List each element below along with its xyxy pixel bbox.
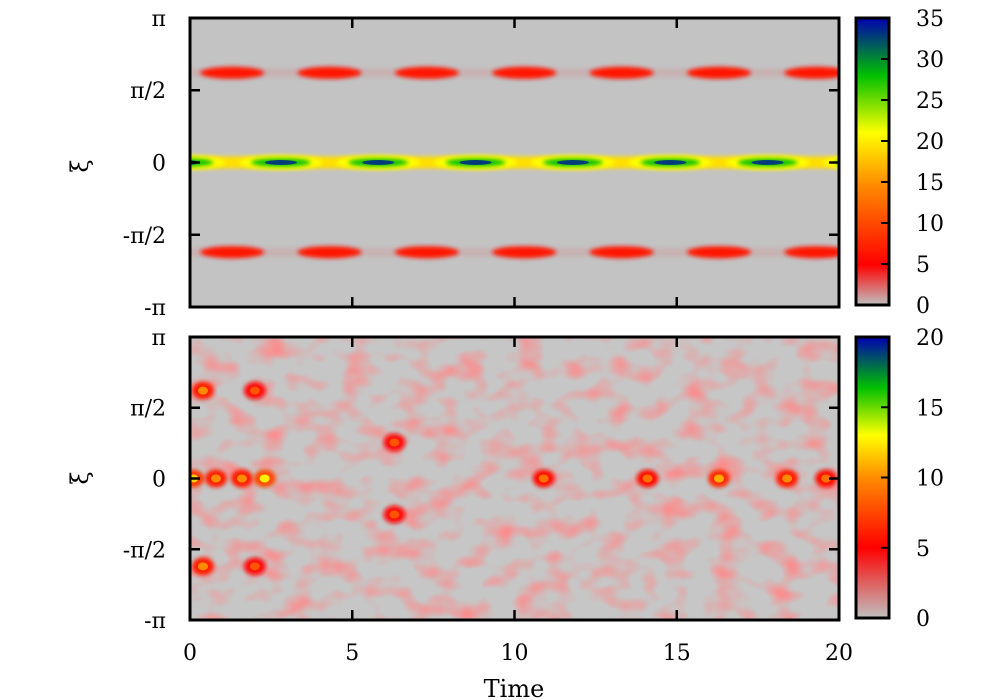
y-tick-label: -π/2 <box>123 224 166 249</box>
band-peak <box>492 246 557 259</box>
colorbar-tick-label: 15 <box>916 171 944 196</box>
bottom-y-axis-label: ξ <box>66 471 94 484</box>
top-panel: π π/2 0 -π/2 -π ξ 0 5 10 15 20 25 30 35 <box>66 7 946 321</box>
y-tick-label: -π <box>144 609 166 634</box>
band-peak-core <box>751 160 784 165</box>
band-peak <box>686 66 751 79</box>
y-tick-label: π <box>152 7 166 32</box>
band-peak <box>394 246 459 259</box>
colorbar-tick-label: 5 <box>916 253 930 278</box>
bottom-x-axis-label: Time <box>484 675 545 700</box>
top-colorbar-frame <box>854 16 891 307</box>
bottom-panel: π π/2 0 -π/2 -π ξ 0 5 10 15 20 Time 0 5 10 15 20 <box>66 326 944 700</box>
band-peak <box>394 66 459 79</box>
x-tick-label: 10 <box>501 641 529 666</box>
colorbar-tick-label: 20 <box>916 326 944 351</box>
top-colorbar-gradient <box>856 18 889 305</box>
band-peak <box>686 246 751 259</box>
bottom-noise-texture <box>190 337 839 620</box>
colorbar-tick-label: 15 <box>916 396 944 421</box>
hotspot <box>210 474 221 483</box>
colorbar-tick-label: 0 <box>916 294 930 319</box>
hotspot <box>642 474 653 483</box>
y-tick-label: π/2 <box>130 79 166 104</box>
colorbar-tick-label: 35 <box>916 7 944 32</box>
band-peak-core <box>556 160 589 165</box>
band-peak <box>200 246 265 259</box>
band-peak <box>200 66 265 79</box>
colorbar-tick-label: 10 <box>916 212 944 237</box>
band-peak-core <box>264 160 297 165</box>
band-peak <box>882 246 946 258</box>
top-heatmap-marks <box>103 66 946 259</box>
bottom-colorbar: 0 5 10 15 20 <box>854 326 944 632</box>
band-peak <box>784 66 839 79</box>
colorbar-tick-label: 20 <box>916 130 944 155</box>
hotspot <box>713 474 724 483</box>
band-peak-core <box>654 160 687 165</box>
x-tick-label: 0 <box>183 641 197 666</box>
top-x-axis-ticks <box>188 18 841 307</box>
y-tick-label: -π/2 <box>123 538 166 563</box>
y-tick-label: 0 <box>152 468 166 493</box>
band-peak <box>190 158 214 167</box>
colorbar-tick-label: 0 <box>916 607 930 632</box>
x-tick-label: 20 <box>825 641 853 666</box>
bottom-heatmap-marks <box>190 381 838 576</box>
band-peak <box>103 67 167 79</box>
y-tick-label: -π <box>144 296 166 321</box>
band-peak <box>589 246 654 259</box>
band-peak-core <box>362 160 395 165</box>
band-peak <box>297 246 362 259</box>
hotspot <box>538 474 549 483</box>
hotspot <box>259 474 270 483</box>
hotspot <box>197 386 208 395</box>
colorbar-tick-label: 5 <box>916 537 930 562</box>
hotspot <box>249 386 260 395</box>
hotspot <box>236 474 247 483</box>
bottom-y-axis: π π/2 0 -π/2 -π <box>123 326 839 634</box>
band-peak-core <box>459 160 492 165</box>
y-tick-label: π/2 <box>130 397 166 422</box>
band-peak <box>589 66 654 79</box>
x-tick-label: 5 <box>345 641 359 666</box>
bottom-x-axis: 0 5 10 15 20 <box>183 337 853 666</box>
colorbar-tick-label: 30 <box>916 48 944 73</box>
hotspot <box>249 562 260 571</box>
y-tick-label: 0 <box>152 152 166 177</box>
hotspot <box>782 474 793 483</box>
hotspot <box>821 474 832 483</box>
colorbar-tick-label: 10 <box>916 467 944 492</box>
hotspot <box>389 510 400 519</box>
band-peak <box>297 66 362 79</box>
hotspot <box>389 438 400 447</box>
top-colorbar: 0 5 10 15 20 25 30 35 <box>854 7 944 319</box>
hotspot <box>197 562 208 571</box>
x-tick-label: 15 <box>663 641 691 666</box>
top-y-axis: π π/2 0 -π/2 -π <box>123 7 839 321</box>
top-y-axis-label: ξ <box>66 159 94 172</box>
band-peak <box>492 66 557 79</box>
colorbar-tick-label: 25 <box>916 89 944 114</box>
y-tick-label: π <box>152 326 166 351</box>
band-peak <box>784 246 839 259</box>
